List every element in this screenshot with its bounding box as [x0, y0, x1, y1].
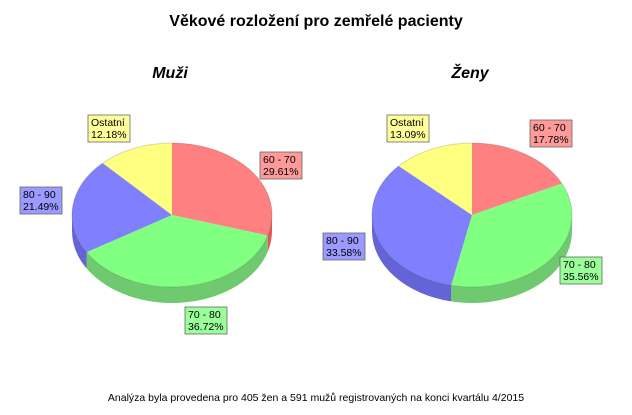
pie-rim	[71, 142, 273, 288]
pie-title-zeny: Ženy	[450, 63, 489, 82]
pie-label-box	[559, 256, 603, 285]
pie-side-0	[267, 215, 272, 252]
pie-label-value: 29.61%	[263, 166, 299, 178]
pie-label-box	[529, 119, 573, 148]
pie-label-value: 35.56%	[563, 271, 599, 283]
pie-side-1	[86, 235, 268, 304]
pie-slice-60-70	[172, 143, 272, 236]
pie-label-value: 12.18%	[91, 129, 127, 141]
pie-side-2	[371, 215, 452, 302]
pie-label-category: Ostatní	[91, 117, 125, 129]
pie-label-value: 33.58%	[326, 247, 362, 259]
pie-label-box	[322, 232, 366, 261]
pie-chart-zeny	[371, 142, 573, 303]
pie-slice-ostatní	[102, 143, 172, 215]
pie-rim	[371, 142, 573, 288]
pie-slice-80-90	[372, 166, 472, 286]
pie-label-box	[386, 114, 430, 143]
pie-slice-70-80	[86, 215, 268, 287]
pie-label-category: 70 - 80	[188, 309, 221, 321]
pie-label-box	[184, 306, 228, 335]
pie-slice-80-90	[72, 163, 172, 253]
chart-title: Věkové rozložení pro zemřelé pacienty	[169, 13, 463, 30]
pie-label-category: Ostatní	[390, 117, 424, 129]
pie-label-category: 80 - 90	[23, 189, 56, 201]
pie-slice-60-70	[472, 143, 562, 215]
pie-side-2	[72, 215, 87, 269]
pie-label-box	[259, 151, 303, 180]
pie-label-category: 60 - 70	[533, 122, 566, 134]
pie-label-category: 60 - 70	[263, 154, 296, 166]
pie-slice-ostatní	[398, 143, 472, 215]
pie-chart-muzi	[71, 142, 273, 304]
pie-label-category: 70 - 80	[563, 259, 596, 271]
pie-label-value: 13.09%	[390, 129, 426, 141]
pie-label-value: 17.78%	[533, 134, 569, 146]
pie-label-box	[87, 114, 131, 143]
pie-label-value: 36.72%	[188, 321, 224, 333]
pie-slice-70-80	[451, 183, 572, 288]
pie-label-box	[19, 186, 63, 215]
pie-label-category: 80 - 90	[326, 235, 359, 247]
pie-label-value: 21.49%	[23, 201, 59, 213]
pie-side-1	[451, 215, 572, 303]
footnote: Analýza byla provedena pro 405 žen a 591…	[108, 392, 524, 404]
pie-title-muzi: Muži	[152, 65, 188, 82]
